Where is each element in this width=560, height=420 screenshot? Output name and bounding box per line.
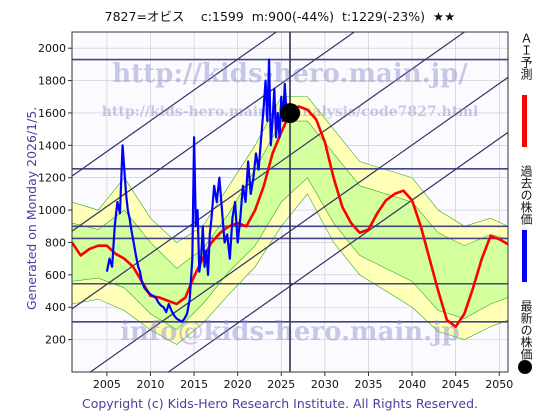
x-tick-label: 2010 [136,378,164,391]
y-tick-label: 1200 [38,172,66,185]
y-tick-label: 1000 [38,204,66,217]
latest-price-marker [280,103,300,124]
plot-frame [71,31,509,373]
x-tick-label: 2045 [442,378,470,391]
x-tick-label: 2015 [180,378,208,391]
y-tick-label: 1400 [38,139,66,152]
x-tick-label: 2030 [311,378,339,391]
x-tick-label: 2035 [354,378,382,391]
x-tick-label: 2020 [224,378,252,391]
inner-prediction-band [72,120,508,331]
legend-label-past: 過去の株価 [519,165,533,225]
legend-label-latest: 最新の株価 [519,300,533,360]
x-tick-label: 2005 [93,378,121,391]
y-tick-label: 1600 [38,107,66,120]
y-tick-label: 2000 [38,42,66,55]
legend-marker-latest [518,360,532,374]
trend-line [72,32,278,177]
legend-label-forecast: ＡＩ予測 [519,32,533,80]
y-tick-label: 800 [45,236,66,249]
y-tick-label: 200 [45,334,66,347]
y-tick-label: 600 [45,269,66,282]
x-tick-label: 2040 [398,378,426,391]
legend-swatch-past [522,230,527,282]
x-tick-label: 2050 [485,378,513,391]
legend-swatch-forecast [522,95,527,147]
x-tick-label: 2025 [267,378,295,391]
copyright-footer: Copyright (c) Kids-Hero Research Institu… [81,396,479,411]
past-price-line [105,58,292,323]
y-tick-label: 1800 [38,75,66,88]
chart-title: 7827=オビス c:1599 m:900(-44%) t:1229(-23%)… [104,9,456,24]
y-tick-label: 400 [45,301,66,314]
